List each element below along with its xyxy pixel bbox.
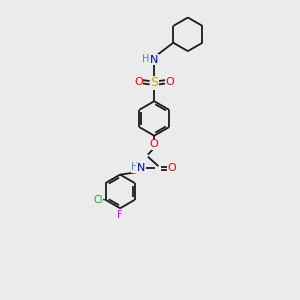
Text: F: F — [117, 210, 123, 220]
Text: O: O — [168, 163, 176, 173]
Text: O: O — [134, 76, 143, 87]
Text: O: O — [150, 139, 159, 149]
Text: H: H — [131, 162, 139, 172]
Text: N: N — [137, 163, 146, 173]
Text: N: N — [150, 55, 158, 64]
Text: H: H — [142, 53, 149, 64]
Text: O: O — [166, 76, 174, 87]
Text: Cl: Cl — [94, 195, 103, 205]
Text: S: S — [150, 76, 158, 89]
